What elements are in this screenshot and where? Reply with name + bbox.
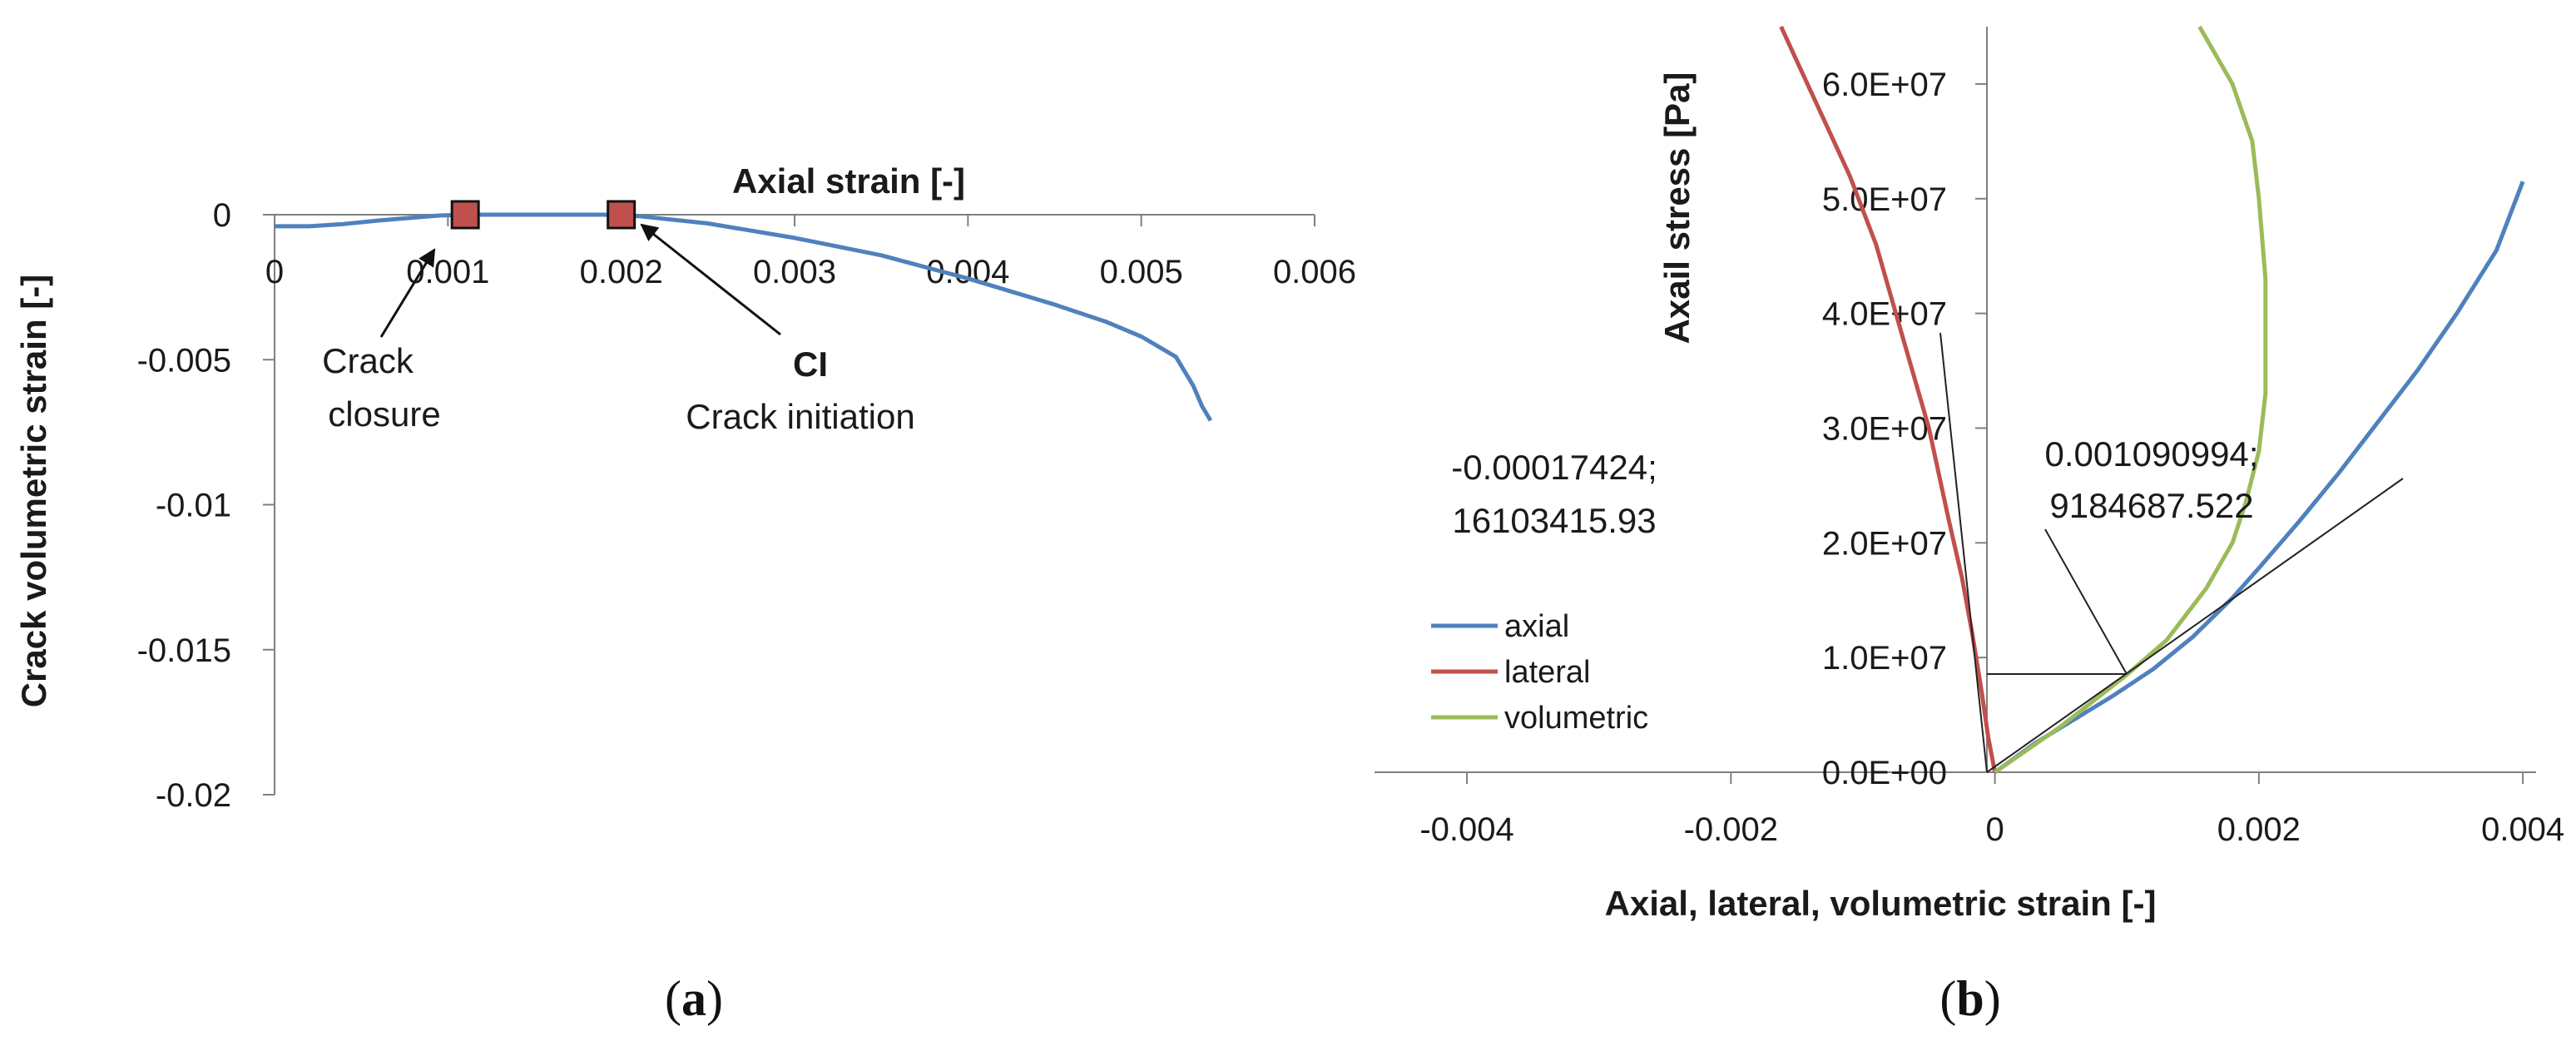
chart-b-right-annotation-line1: 0.001090994; — [2045, 434, 2259, 473]
chart-a-closure-label-line2: closure — [328, 394, 440, 434]
legend-label-axial: axial — [1504, 609, 1569, 644]
chart-b-x-tick-label: 0.004 — [2481, 811, 2564, 848]
chart-a-x-tick-label: 0.006 — [1273, 254, 1356, 290]
chart-b: -0.004 -0.002 0 0.002 0.004 0.0E+00 1.0E+07 2.… — [1375, 25, 2564, 923]
chart-b-x-tick-label: -0.004 — [1419, 811, 1513, 848]
chart-a-x-tick-label: 0.002 — [580, 254, 663, 290]
chart-b-right-leader — [2044, 528, 2128, 675]
chart-a-y-tick-label: -0.015 — [137, 632, 231, 669]
chart-a-x-axis-label: Axial strain [-] — [732, 161, 965, 201]
chart-a-series-line — [275, 212, 1213, 422]
chart-b-left-annotation-line1: -0.00017424; — [1451, 448, 1657, 487]
chart-a-closure-arrow — [379, 248, 436, 338]
chart-b-y-tick-label: 1.0E+07 — [1822, 640, 1947, 677]
chart-a: 0 0.001 0.002 0.003 0.004 0.005 0.006 0-0.005-… — [14, 161, 1356, 814]
chart-a-x-tick-label: 0.001 — [406, 254, 489, 290]
chart-b-y-tick-label: 5.0E+07 — [1822, 181, 1947, 218]
chart-b-y-tick-label: 0.0E+00 — [1822, 755, 1947, 791]
chart-a-x-tick-label: 0.003 — [753, 254, 836, 290]
chart-b-left-annotation-line2: 16103415.93 — [1452, 501, 1656, 540]
chart-b-tangent-line — [1986, 478, 2404, 773]
legend-label-lateral: lateral — [1504, 655, 1591, 690]
chart-b-series-lateral — [1779, 25, 1998, 773]
chart-b-x-tick-label: 0 — [1985, 811, 2004, 848]
chart-a-y-tick-label: -0.02 — [156, 777, 231, 814]
chart-a-ci-arrow — [640, 223, 781, 336]
chart-a-y-tick-label: 0 — [213, 197, 231, 234]
chart-a-ci-label: Crack initiation — [686, 397, 914, 436]
chart-a-marker-crack-initiation — [607, 200, 637, 230]
chart-b-y-axis-label: Axail stress [Pa] — [1657, 72, 1697, 345]
chart-b-left-leader — [1939, 332, 1988, 773]
chart-a-x-tick-label: 0.005 — [1100, 254, 1183, 290]
chart-b-y-tick-label: 6.0E+07 — [1822, 67, 1947, 103]
chart-a-y-tick-label: -0.005 — [137, 342, 231, 379]
chart-b-x-tick-label: 0.002 — [2217, 811, 2301, 848]
chart-a-closure-label-line1: Crack — [322, 341, 414, 380]
panel-label-b: (b) — [1939, 971, 2000, 1026]
chart-a-marker-crack-closure — [450, 200, 480, 230]
chart-a-y-tick-label: -0.01 — [156, 488, 231, 524]
chart-a-y-axis-label: Crack volumetric strain [-] — [14, 275, 53, 708]
chart-b-right-annotation-line2: 9184687.522 — [2049, 486, 2253, 525]
chart-b-y-tick-label: 2.0E+07 — [1822, 525, 1947, 562]
chart-b-legend: axial lateral volumetric — [1431, 609, 1648, 736]
chart-a-ci-abbrev: CI — [793, 345, 828, 384]
chart-b-series-axial — [1994, 181, 2525, 775]
legend-label-volumetric: volumetric — [1504, 701, 1648, 736]
chart-b-series-volumetric — [1994, 25, 2268, 775]
chart-a-x-tick-label: 0 — [265, 254, 284, 290]
panel-label-a: (a) — [665, 971, 723, 1026]
chart-b-y-tick-label: 4.0E+07 — [1822, 296, 1947, 333]
chart-b-x-axis-label: Axial, lateral, volumetric strain [-] — [1605, 884, 2157, 923]
chart-b-x-tick-label: -0.002 — [1684, 811, 1778, 848]
